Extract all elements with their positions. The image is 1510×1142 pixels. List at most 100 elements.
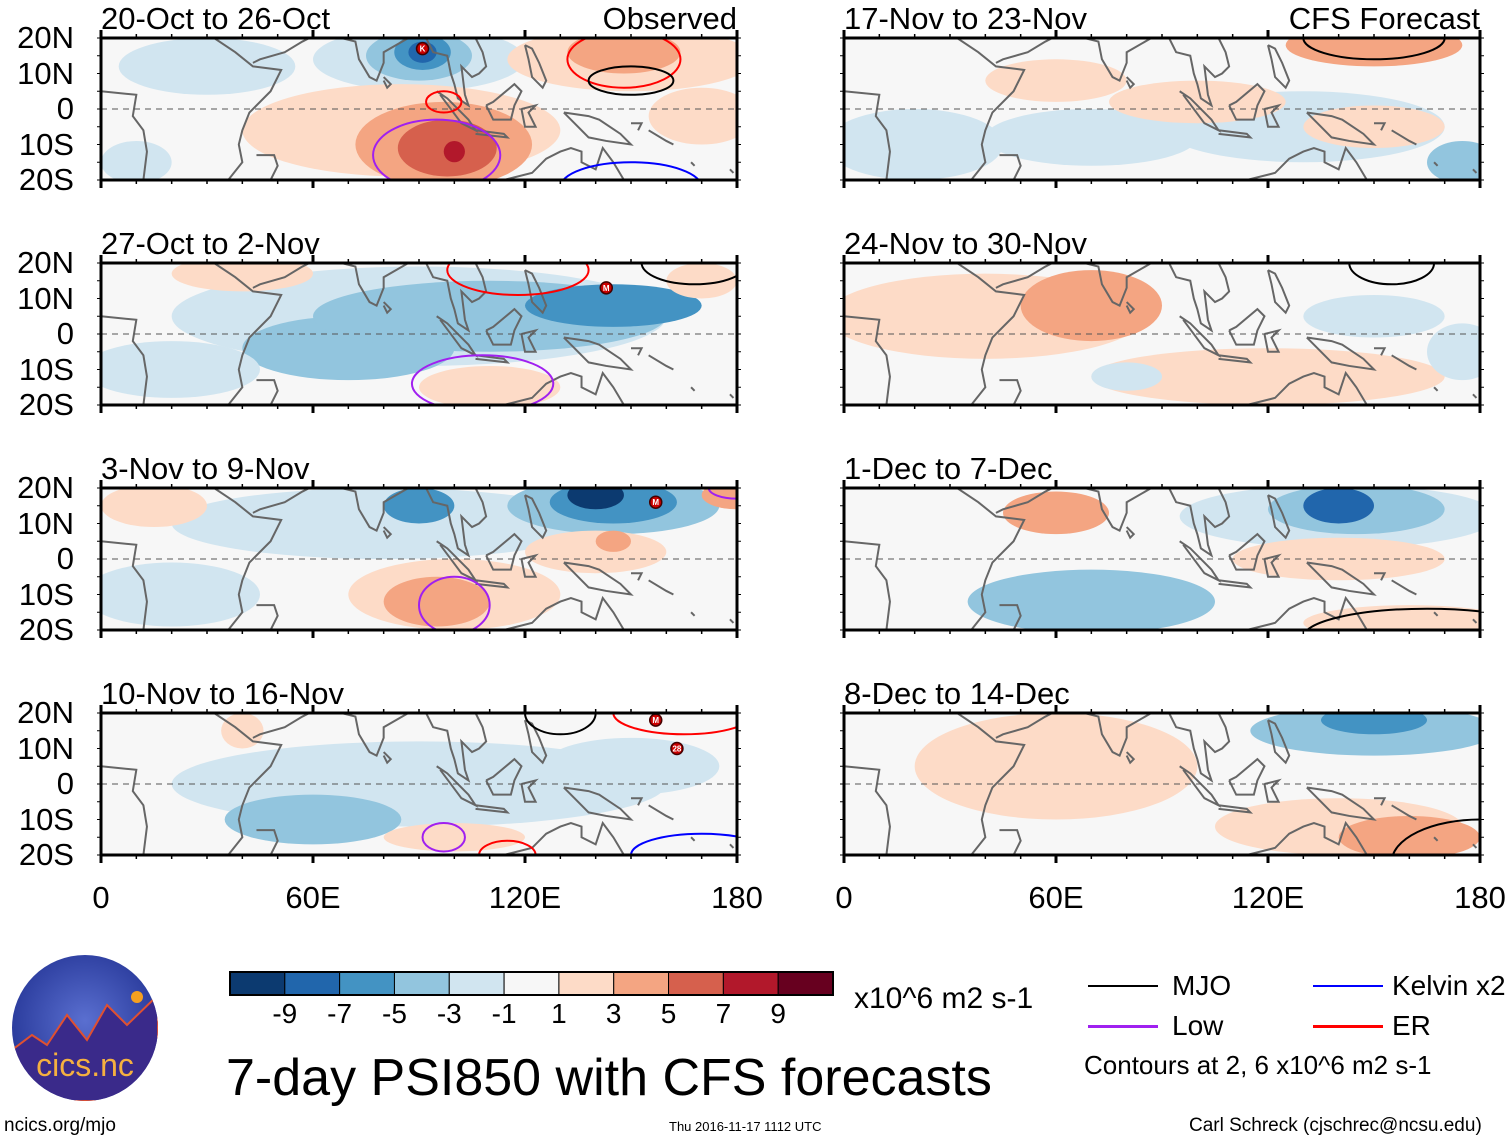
coastline [729,168,735,174]
coastline [503,595,625,630]
storm-marker: M [648,495,663,509]
anomaly-region [1285,38,1463,67]
anomaly-region [1091,348,1445,405]
coastline [1125,301,1136,315]
coastline [1306,786,1377,821]
coastline [524,44,548,90]
coastline [101,38,283,180]
svg-text:M: M [652,716,659,725]
lon-label: 60E [285,880,341,915]
lat-label: 10N [17,55,74,91]
coastline [252,263,310,289]
coastline [101,315,148,405]
coastline [1267,269,1291,315]
contour-low [410,354,555,405]
contour-kelvin [630,832,737,855]
coastline [1472,393,1478,399]
contour-mjo [1302,38,1446,61]
coastline [425,488,488,558]
figure-title: 7-day PSI850 with CFS forecasts [226,1049,992,1107]
coastline [1168,263,1231,333]
colorbar-units: x10^6 m2 s-1 [854,982,1034,1015]
map-panel [840,705,1484,863]
lat-label: 10S [18,126,74,162]
colorbar-swatch [777,971,834,996]
anomaly-region [171,263,313,292]
panel-title: 20-Oct to 26-Oct [101,1,331,36]
coastline [485,757,523,796]
coastline [256,829,279,855]
anomaly-region [1091,362,1162,391]
coastline [1246,820,1368,855]
coastline [101,90,148,180]
coastline [648,354,674,371]
lat-label: 20N [17,695,74,730]
coastline [844,90,891,180]
coastline [1267,494,1291,540]
anomaly-region [648,87,737,145]
anomaly-region [101,140,172,180]
colorbar-tick-label: 7 [715,998,732,1029]
coastline [101,540,148,630]
anomaly-region [666,263,737,299]
anomaly-region [595,530,631,552]
svg-text:K: K [420,45,426,54]
lon-label: 180 [1454,880,1506,915]
lat-label: 0 [56,541,74,576]
coastline [252,488,310,514]
lat-label: 0 [56,316,74,351]
coastline [436,765,479,808]
coastline [1246,370,1368,405]
coastline [1391,804,1417,821]
footer-url[interactable]: ncics.org/mjo [4,1115,116,1136]
colorbar-swatch [558,971,615,996]
coastline [382,526,393,540]
lat-label: 20S [18,612,74,647]
colorbar-tick-label: 1 [551,998,567,1029]
coastline [436,540,479,583]
coastline [341,38,409,82]
coastline [729,393,735,399]
legend-line-kelvin [1313,985,1383,987]
coastline [1472,168,1478,174]
coastline [1084,488,1152,532]
coastline [995,38,1053,64]
legend-label-kelvin: Kelvin x2 [1392,970,1506,1001]
anomaly-region [101,488,207,528]
coastline [524,494,548,540]
coastline [563,786,634,821]
coastline [1433,836,1439,842]
coastline [563,111,634,146]
anomaly-region [1303,294,1445,338]
coastline [1168,488,1231,558]
coastline [485,307,523,346]
lat-label: 20S [18,162,74,197]
coastline [1374,347,1387,356]
coastline [844,765,891,855]
legend-label-mjo: MJO [1172,970,1232,1001]
coastline [1228,82,1266,121]
coastline [520,553,539,578]
coastline [844,488,1026,630]
anomaly-region [567,38,681,74]
coastline [1179,315,1222,358]
panel-tag: CFS Forecast [1288,1,1480,36]
coastline [101,263,283,405]
coastline [1374,122,1387,131]
coastline [1374,797,1387,806]
coastline [1263,553,1282,578]
coastline [995,488,1053,514]
anomaly-region [101,562,260,627]
contour-mjo [640,263,737,286]
coastline [101,765,148,855]
panel-title: 24-Nov to 30-Nov [844,226,1087,261]
coastline [1228,307,1266,346]
lon-label: 0 [835,880,853,915]
coastline [1472,618,1478,624]
coastline [1267,719,1291,765]
legend-label-low: Low [1172,1010,1224,1041]
lon-label: 60E [1028,880,1084,915]
coastline [690,161,696,167]
colorbar-swatch [284,971,341,996]
